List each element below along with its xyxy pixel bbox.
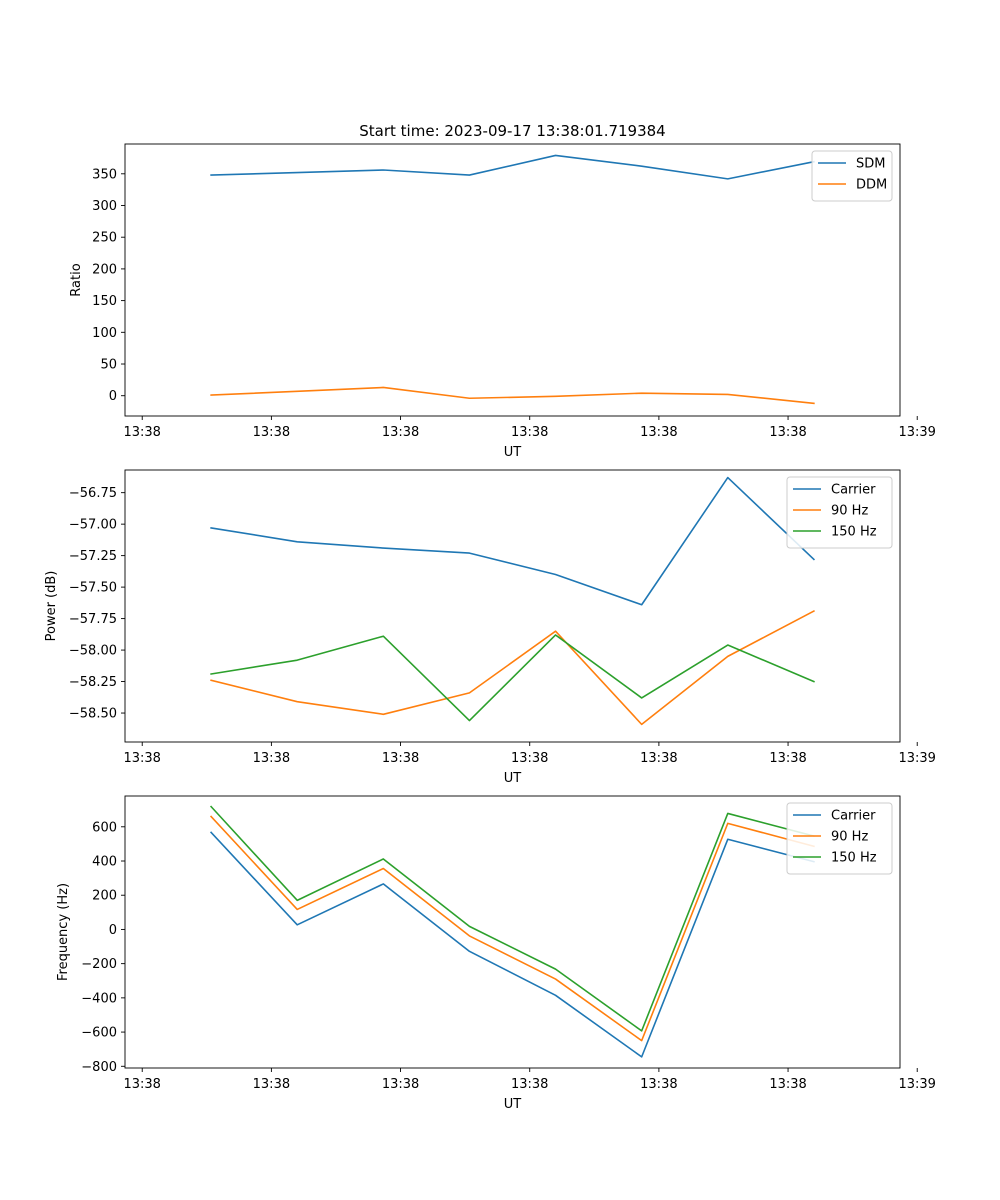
ratio-y-tick-label: 50 <box>100 358 117 373</box>
ratio-series-line-ddm <box>210 386 815 405</box>
chart-title: Start time: 2023-09-17 13:38:01.719384 <box>359 122 665 140</box>
frequency-legend-label: Carrier <box>831 809 876 824</box>
power-x-tick-label: 13:38 <box>511 751 548 766</box>
ratio-series-line-sdm <box>210 154 815 180</box>
frequency-y-tick-label: 200 <box>92 889 117 904</box>
frequency-y-tick-label: −200 <box>81 957 117 972</box>
ratio-y-tick-label: 0 <box>109 389 117 404</box>
ratio-x-tick-label: 13:38 <box>123 425 160 440</box>
frequency-y-tick-label: −800 <box>81 1060 117 1075</box>
ratio-y-tick-label: 250 <box>92 231 117 246</box>
frequency-plot-frame <box>124 795 901 1069</box>
ratio-legend-label: SDM <box>856 157 885 172</box>
frequency-series-line-90-hz <box>209 815 815 1042</box>
frequency-x-tick-label: 13:38 <box>382 1077 419 1092</box>
power-panel: 13:38 13:38 13:38 13:38 13:38 13:38 13:39 −58.5… <box>44 469 936 786</box>
frequency-x-axis-label: UT <box>504 1097 522 1112</box>
power-x-tick-label: 13:38 <box>640 751 677 766</box>
ratio-x-tick-label: 13:38 <box>253 425 290 440</box>
frequency-series-line-150-hz <box>209 805 815 1032</box>
power-y-tick-label: −57.00 <box>69 518 117 533</box>
ratio-x-tick-label: 13:38 <box>511 425 548 440</box>
ratio-y-axis-label: Ratio <box>69 263 84 296</box>
power-legend-label: 150 Hz <box>831 525 877 540</box>
power-y-tick-label: −58.25 <box>69 675 117 690</box>
frequency-y-tick-label: 400 <box>92 855 117 870</box>
ratio-x-tick-label: 13:38 <box>382 425 419 440</box>
frequency-plot: 13:38 13:38 13:38 13:38 13:38 13:38 13:39 −800 −… <box>81 795 936 1092</box>
ratio-panel: Start time: 2023-09-17 13:38:01.719384 1… <box>69 122 936 460</box>
ratio-plot: 13:38 13:38 13:38 13:38 13:38 13:38 13:39 0 50 10… <box>92 143 936 440</box>
frequency-legend-label: 90 Hz <box>831 830 868 845</box>
frequency-y-axis-label: Frequency (Hz) <box>56 883 71 981</box>
frequency-series-line-carrier <box>209 831 815 1058</box>
power-y-tick-label: −57.25 <box>69 549 117 564</box>
power-legend: Carrier 90 Hz 150 Hz <box>786 476 893 549</box>
ratio-x-axis-label: UT <box>504 445 522 460</box>
frequency-x-tick-label: 13:38 <box>253 1077 290 1092</box>
ratio-x-tick-label: 13:38 <box>640 425 677 440</box>
power-x-tick-label: 13:38 <box>253 751 290 766</box>
ratio-x-tick-label: 13:38 <box>769 425 806 440</box>
power-plot: 13:38 13:38 13:38 13:38 13:38 13:38 13:39 −58.5… <box>69 469 936 766</box>
power-x-tick-label: 13:38 <box>769 751 806 766</box>
frequency-legend: Carrier 90 Hz 150 Hz <box>786 802 893 875</box>
power-y-tick-label: −58.50 <box>69 707 117 722</box>
power-series-line-90-hz <box>210 609 815 726</box>
frequency-legend-label: 150 Hz <box>831 851 877 866</box>
power-y-axis-label: Power (dB) <box>44 571 59 642</box>
ratio-y-tick-label: 150 <box>92 294 117 309</box>
power-legend-label: Carrier <box>831 483 876 498</box>
frequency-y-tick-label: 600 <box>92 820 117 835</box>
frequency-x-tick-label: 13:38 <box>511 1077 548 1092</box>
frequency-y-tick-label: −400 <box>81 991 117 1006</box>
ratio-plot-frame <box>124 143 901 417</box>
ratio-legend-label: DDM <box>856 178 887 193</box>
ratio-y-tick-label: 300 <box>92 199 117 214</box>
ratio-x-tick-label: 13:39 <box>898 425 935 440</box>
power-x-tick-label: 13:38 <box>382 751 419 766</box>
power-x-axis-label: UT <box>504 771 522 786</box>
power-y-tick-label: −58.00 <box>69 644 117 659</box>
power-y-tick-label: −57.75 <box>69 612 117 627</box>
frequency-x-tick-label: 13:38 <box>123 1077 160 1092</box>
ratio-legend: SDM DDM <box>811 150 893 202</box>
frequency-x-tick-label: 13:38 <box>769 1077 806 1092</box>
ratio-y-tick-label: 200 <box>92 262 117 277</box>
ratio-y-tick-label: 350 <box>92 167 117 182</box>
power-x-tick-label: 13:38 <box>123 751 160 766</box>
power-legend-label: 90 Hz <box>831 504 868 519</box>
frequency-y-tick-label: −600 <box>81 1026 117 1041</box>
power-y-tick-label: −57.50 <box>69 581 117 596</box>
frequency-panel: 13:38 13:38 13:38 13:38 13:38 13:38 13:39 −800 −… <box>56 795 936 1112</box>
power-series-line-carrier <box>210 476 816 606</box>
frequency-y-tick-label: 0 <box>109 923 117 938</box>
power-plot-frame <box>124 469 901 743</box>
frequency-x-tick-label: 13:39 <box>898 1077 935 1092</box>
power-y-tick-label: −56.75 <box>69 486 117 501</box>
ratio-y-tick-label: 100 <box>92 326 117 341</box>
power-x-tick-label: 13:39 <box>898 751 935 766</box>
frequency-x-tick-label: 13:38 <box>640 1077 677 1092</box>
power-series-line-150-hz <box>210 634 815 722</box>
